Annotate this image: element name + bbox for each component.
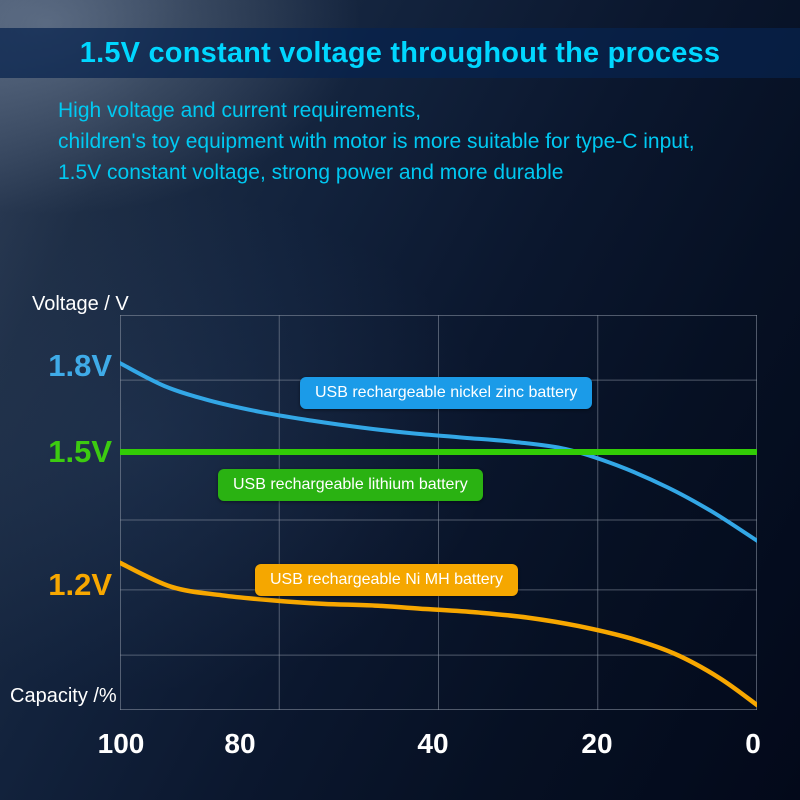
series-line-2 — [120, 560, 757, 708]
legend-badge-nimh: USB rechargeable Ni MH battery — [255, 564, 518, 596]
x-tick-row: 100 80 40 20 0 — [0, 728, 800, 764]
x-tick-40: 40 — [417, 728, 449, 759]
subtitle-line-2: children's toy equipment with motor is m… — [58, 130, 695, 153]
subtitle-block: High voltage and current requirements, c… — [58, 95, 695, 188]
title-bar: 1.5V constant voltage throughout the pro… — [0, 28, 800, 78]
page-title: 1.5V constant voltage throughout the pro… — [79, 36, 721, 69]
subtitle-line-3: 1.5V constant voltage, strong power and … — [58, 161, 564, 184]
subtitle-line-1: High voltage and current requirements, — [58, 99, 422, 122]
y-tick-1-2v: 1.2V — [48, 567, 112, 602]
y-axis-label: Voltage / V — [32, 293, 129, 315]
x-tick-100: 100 — [97, 728, 145, 759]
y-tick-1-5v: 1.5V — [48, 434, 112, 469]
x-tick-20: 20 — [581, 728, 613, 759]
y-tick-1-8v: 1.8V — [48, 348, 112, 383]
x-tick-0: 0 — [745, 728, 761, 759]
legend-badge-lithium: USB rechargeable lithium battery — [218, 469, 483, 501]
legend-badge-nickel-zinc: USB rechargeable nickel zinc battery — [300, 377, 593, 409]
series-line-0 — [120, 361, 757, 543]
x-tick-80: 80 — [224, 728, 256, 759]
chart-plot-area — [120, 315, 757, 710]
discharge-chart: Voltage / V 1.8V 1.5V 1.2V USB rechargea… — [0, 280, 800, 800]
x-axis-label: Capacity /% — [10, 685, 117, 707]
